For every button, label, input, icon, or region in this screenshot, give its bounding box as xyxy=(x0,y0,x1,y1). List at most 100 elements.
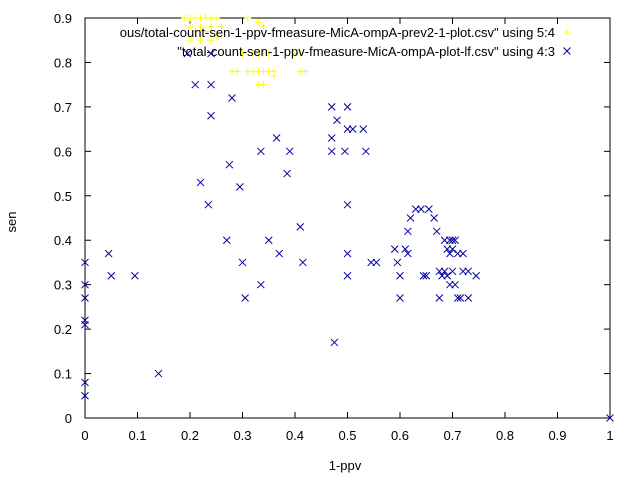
data-point xyxy=(448,267,457,276)
x-tick-label: 0.8 xyxy=(496,428,514,443)
data-point xyxy=(443,271,452,280)
legend: ous/total-count-sen-1-ppv-fmeasure-MicA-… xyxy=(120,25,571,59)
data-point xyxy=(236,183,244,191)
y-tick-label: 0.8 xyxy=(54,55,72,70)
data-point xyxy=(204,200,213,209)
data-point xyxy=(330,338,339,347)
data-point xyxy=(472,271,480,280)
data-point xyxy=(343,249,352,258)
data-point xyxy=(343,103,352,111)
data-point xyxy=(207,36,215,44)
data-point xyxy=(432,227,441,236)
x-tick-label: 0.9 xyxy=(548,428,566,443)
data-point xyxy=(238,258,247,267)
y-tick-label: 0.4 xyxy=(54,233,72,248)
data-point xyxy=(186,23,194,31)
data-point xyxy=(606,414,614,422)
data-point xyxy=(228,94,236,102)
y-tick-label: 0.3 xyxy=(54,278,72,293)
data-point xyxy=(464,294,473,302)
x-axis-label: 1-ppv xyxy=(329,458,362,473)
data-point xyxy=(302,67,309,75)
data-point xyxy=(81,391,89,400)
y-tick-label: 0.6 xyxy=(54,144,72,159)
data-point xyxy=(212,14,220,22)
data-point xyxy=(459,249,467,258)
x-tick-label: 0.2 xyxy=(181,428,199,443)
data-point xyxy=(218,23,225,31)
data-point xyxy=(343,200,352,209)
series-2 xyxy=(81,49,614,422)
y-tick-label: 0.5 xyxy=(54,189,72,204)
data-point xyxy=(265,50,273,58)
data-point xyxy=(272,134,281,142)
data-point xyxy=(104,249,113,258)
data-point xyxy=(212,32,220,40)
data-point xyxy=(327,147,336,156)
plot-frame xyxy=(84,17,611,419)
data-point xyxy=(393,258,402,267)
data-point xyxy=(453,294,462,302)
data-point xyxy=(390,245,399,253)
series-1 xyxy=(181,14,309,89)
legend-sample xyxy=(563,47,571,55)
data-point xyxy=(296,223,305,231)
x-tick-label: 0.4 xyxy=(286,428,304,443)
data-point xyxy=(191,80,200,89)
data-point xyxy=(207,111,215,120)
data-point xyxy=(81,320,89,329)
data-point xyxy=(191,27,199,35)
x-tick-label: 0 xyxy=(81,428,88,443)
data-point xyxy=(299,258,307,267)
data-point xyxy=(285,147,294,156)
data-point xyxy=(430,214,438,222)
data-point xyxy=(207,49,215,58)
data-point xyxy=(186,36,194,44)
x-tick-label: 0.1 xyxy=(128,428,146,443)
data-point xyxy=(233,67,241,75)
data-point xyxy=(241,294,249,302)
data-point xyxy=(183,49,192,58)
y-tick-label: 0.7 xyxy=(54,100,72,115)
data-point xyxy=(197,23,204,31)
data-point xyxy=(435,294,444,302)
data-point xyxy=(131,271,139,280)
data-point xyxy=(260,81,267,89)
data-point xyxy=(197,36,204,44)
data-point xyxy=(396,271,404,280)
data-point xyxy=(446,249,454,258)
data-point xyxy=(404,227,412,236)
data-point xyxy=(254,18,262,26)
data-point xyxy=(296,50,304,58)
data-point xyxy=(448,245,457,253)
data-point xyxy=(419,271,428,280)
data-point xyxy=(225,160,234,169)
data-point xyxy=(417,205,425,213)
data-point xyxy=(362,147,370,156)
data-point xyxy=(81,258,89,267)
data-point xyxy=(422,271,431,280)
data-point xyxy=(406,214,415,222)
data-point xyxy=(196,178,205,187)
data-point xyxy=(202,27,210,35)
data-point xyxy=(207,80,215,89)
y-tick-label: 0.9 xyxy=(54,11,72,26)
x-tick-label: 0.3 xyxy=(233,428,251,443)
legend-sample xyxy=(563,28,571,36)
data-point xyxy=(107,271,116,280)
data-point xyxy=(81,378,89,387)
data-point xyxy=(464,267,473,276)
y-tick-label: 0.2 xyxy=(54,322,72,337)
data-point xyxy=(401,245,410,253)
y-tick-label: 0 xyxy=(65,411,72,426)
x-tick-label: 0.5 xyxy=(338,428,356,443)
data-point xyxy=(341,147,349,156)
data-point xyxy=(348,125,357,133)
data-point xyxy=(270,72,278,80)
data-point xyxy=(264,236,273,245)
y-axis-label: sen xyxy=(4,212,19,233)
data-point xyxy=(81,294,89,302)
data-point xyxy=(425,205,433,213)
data-point xyxy=(207,23,215,31)
